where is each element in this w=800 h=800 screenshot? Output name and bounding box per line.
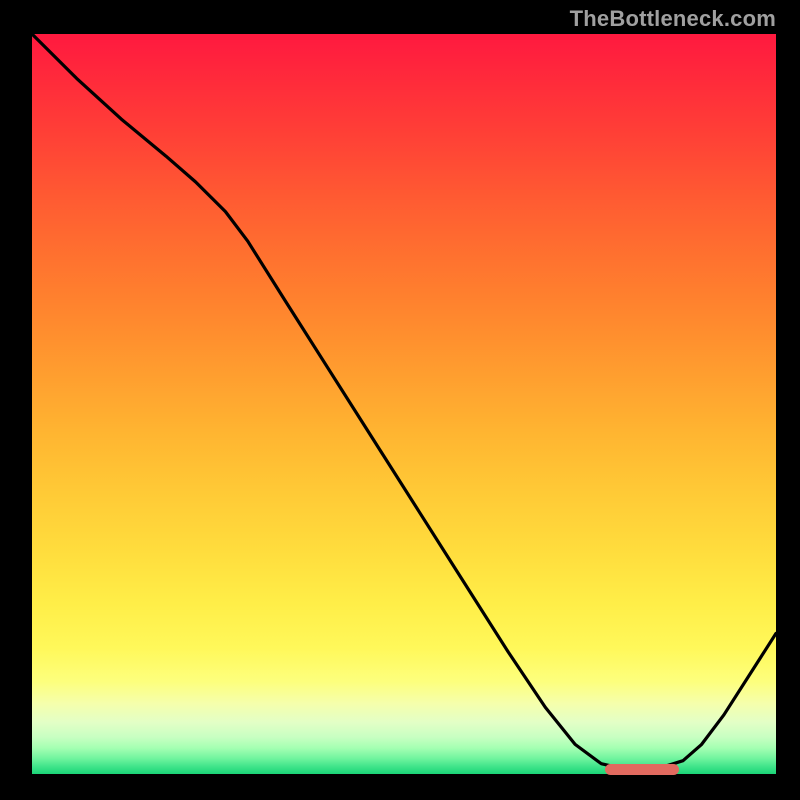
chart-curve bbox=[32, 34, 776, 774]
chart-plot-area bbox=[32, 34, 776, 774]
bottleneck-marker bbox=[605, 764, 679, 774]
watermark-text: TheBottleneck.com bbox=[570, 6, 776, 32]
